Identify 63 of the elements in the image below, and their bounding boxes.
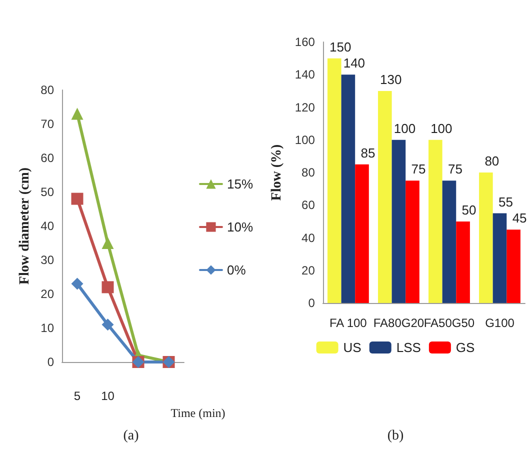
y-tick-label: 80 [40, 83, 54, 97]
data-label: 140 [343, 56, 366, 71]
y-tick-label: 20 [40, 287, 54, 301]
bar [442, 180, 456, 303]
point [102, 281, 114, 294]
text: (b) [387, 428, 404, 444]
y-tick-label: 40 [40, 219, 54, 233]
y-tick-label: 160 [294, 35, 316, 49]
point [71, 278, 84, 290]
y-tick-label: 60 [302, 198, 316, 212]
data-label: 100 [394, 120, 416, 136]
point [71, 108, 84, 120]
bar [428, 140, 442, 303]
point [71, 192, 84, 205]
data-label: 50 [462, 202, 476, 218]
legend-label: LSS [396, 340, 422, 355]
y-tick-label: 30 [40, 253, 54, 267]
data-label: 130 [380, 72, 402, 87]
bar [406, 180, 420, 303]
legend-label: 0% [226, 262, 246, 278]
data-label: 80 [484, 154, 500, 168]
y-tick-label: 60 [40, 151, 54, 165]
bar [479, 172, 493, 303]
bar [327, 58, 342, 303]
data-label: 150 [330, 39, 352, 54]
y-axis-title: Flow diameter (cm) [18, 167, 32, 285]
y-tick-label: 0 [47, 355, 54, 369]
point [102, 318, 114, 331]
x-tick-label: FA 100 [329, 316, 368, 330]
x-axis-title: Time (min) [170, 406, 226, 420]
y-tick-label: 20 [302, 263, 316, 278]
y-tick-label: 70 [40, 117, 54, 131]
bar [392, 140, 406, 303]
x-tick-label: 5 [74, 389, 81, 403]
y-tick-label: 0 [308, 296, 316, 310]
y-tick-label: 140 [294, 68, 316, 82]
x-tick-label: FA80G20 [373, 316, 424, 330]
bar [378, 90, 392, 303]
legend-label: 15% [226, 176, 254, 192]
bar [506, 230, 520, 303]
y-tick-label: 100 [294, 132, 316, 147]
legend-label: GS [456, 340, 476, 355]
legend-label: 10% [226, 220, 254, 234]
bar [492, 213, 507, 303]
y-tick-label: 50 [40, 185, 54, 199]
y-tick-label: 120 [294, 100, 316, 114]
bar [341, 74, 356, 303]
y-tick-label: 40 [302, 230, 316, 245]
bar [456, 221, 470, 303]
x-tick-label: G100 [485, 316, 515, 330]
y-axis-title: Flow (%) [270, 144, 284, 201]
data-label: 45 [512, 210, 527, 226]
text: (a) [123, 428, 140, 444]
y-tick-label: 80 [302, 166, 316, 180]
point [102, 237, 114, 249]
legend-label: US [343, 340, 362, 355]
data-label: 55 [498, 194, 513, 210]
data-label: 85 [360, 145, 376, 160]
data-label: 75 [448, 162, 462, 177]
bar [355, 164, 369, 303]
x-tick-label: FA50G50 [424, 316, 475, 330]
data-label: 75 [411, 162, 426, 177]
data-label: 100 [430, 120, 452, 136]
